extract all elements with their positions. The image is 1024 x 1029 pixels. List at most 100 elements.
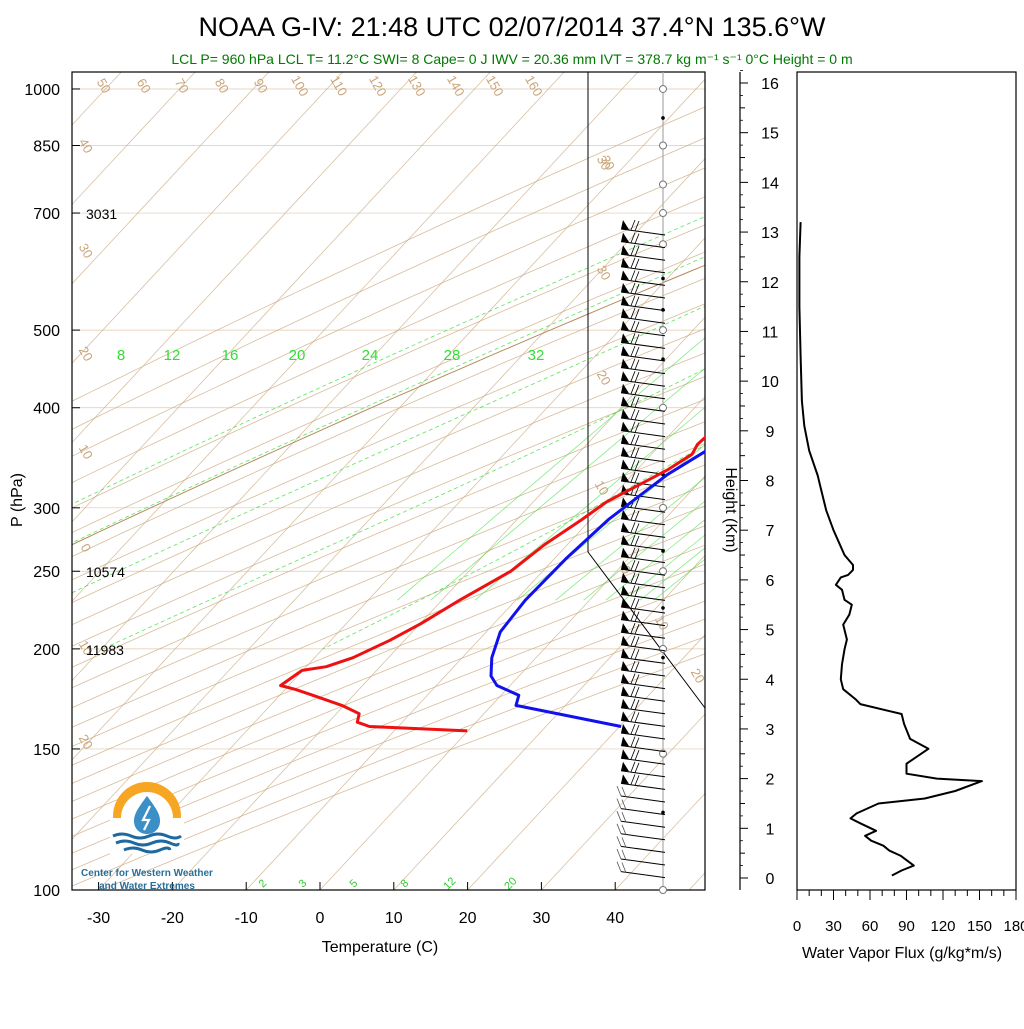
isotherm-line	[0, 72, 343, 890]
wind-barb-staff	[621, 544, 665, 550]
wind-barb-staff	[621, 783, 665, 789]
wind-barb-feather	[635, 234, 639, 244]
wind-barb-staff	[621, 405, 665, 411]
isotherm-label: 100	[288, 73, 312, 99]
wind-barb-staff	[621, 758, 665, 764]
mixing-ratio-label: 8	[117, 347, 125, 364]
wind-barb-staff	[621, 531, 665, 537]
wind-barb-feather	[631, 258, 635, 268]
dry-adiabat-line	[0, 72, 1024, 890]
wind-barb-feather	[635, 599, 639, 609]
height-tick-label: 10	[761, 374, 779, 391]
wind-level-dot	[661, 656, 665, 660]
wind-barb-feather	[635, 473, 639, 483]
wind-barb-feather	[635, 385, 639, 395]
wind-barb-feather	[631, 699, 635, 709]
wind-barb-staff	[621, 632, 665, 638]
height-tick-label: 3	[766, 722, 775, 739]
wind-barb-feather	[631, 245, 635, 255]
height-tick-label: 9	[766, 424, 775, 441]
wind-barb-feather	[631, 711, 635, 721]
y-tick-label: 500	[33, 323, 60, 340]
dry-adiabat-line	[0, 72, 936, 890]
isotherm-line	[0, 72, 638, 890]
wind-barb-feather	[635, 297, 639, 307]
wind-barb-staff	[621, 330, 665, 336]
wind-barb-staff	[621, 657, 665, 663]
isotherm-line	[541, 72, 1024, 890]
chart-title: NOAA G-IV: 21:48 UTC 02/07/2014 37.4°N 1…	[199, 12, 826, 42]
wind-barb-staff	[621, 267, 665, 273]
wind-barb-feather	[617, 824, 621, 834]
wind-barb-flag	[621, 472, 629, 482]
wind-barb-flag	[621, 762, 629, 772]
wind-barb-feather	[622, 812, 626, 822]
dry-adiabat-line	[63, 72, 1024, 890]
wind-barb-flag	[621, 535, 629, 545]
wind-level-circle	[660, 568, 667, 575]
wind-barb-staff	[621, 519, 665, 525]
wind-barb-feather	[635, 712, 639, 722]
height-tick-label: 14	[761, 175, 779, 192]
parcel-trace-line	[0, 89, 1024, 827]
isotherm-label: 30	[76, 241, 96, 261]
isotherm-label: 50	[94, 76, 114, 96]
wind-barb-flag	[621, 749, 629, 759]
wind-barb-staff	[621, 368, 665, 374]
wind-level-circle	[660, 142, 667, 149]
wind-barb-flag	[621, 522, 629, 532]
flux-tick-label: 30	[825, 918, 842, 935]
dry-adiabat-line	[0, 72, 1024, 890]
height-tick-label: 4	[766, 672, 775, 689]
isotherm-label: 10	[652, 613, 672, 633]
isotherm-label: 10	[76, 442, 96, 462]
dry-adiabat-line	[0, 72, 1024, 890]
wind-barb-feather	[635, 725, 639, 735]
wind-barb-flag	[621, 245, 629, 255]
isotherm-label: 90	[251, 76, 271, 96]
wind-barb-flag	[621, 409, 629, 419]
isotherm-label: 110	[327, 73, 350, 98]
dry-adiabat-line	[0, 72, 1024, 890]
wind-barb-staff	[621, 771, 665, 777]
wind-barb-feather	[631, 283, 635, 293]
wind-level-circle	[660, 210, 667, 217]
height-tick-label: 12	[761, 275, 779, 292]
height-tick-label: 2	[766, 772, 775, 789]
wind-barb-feather	[631, 220, 635, 230]
wind-barb-feather	[635, 259, 639, 269]
dry-adiabat-line	[0, 72, 1024, 890]
wind-level-circle	[660, 181, 667, 188]
mixing-ratio-line	[606, 72, 1024, 600]
isotherm-label: 130	[405, 73, 429, 99]
isotherm-label: 80	[212, 76, 232, 96]
wind-barb-staff	[621, 582, 665, 588]
wind-barb-staff	[621, 229, 665, 235]
isotherm-label: 120	[366, 73, 390, 99]
height-annotation: 10574	[86, 564, 125, 580]
mixing-ratio-label: 32	[528, 347, 545, 364]
dry-adiabat-line	[0, 72, 1024, 890]
wind-barb-feather	[631, 522, 635, 532]
wind-level-circle	[660, 85, 667, 92]
mixing-ratio-label: 12	[164, 347, 181, 364]
height-tick-label: 16	[761, 76, 779, 93]
wind-barb-staff	[621, 796, 665, 802]
height-annotation: 3031	[86, 206, 117, 222]
wind-barb-feather	[635, 397, 639, 407]
y-axis-label: P (hPa)	[9, 473, 26, 527]
isotherm-line	[0, 72, 564, 890]
wind-barb-feather	[635, 612, 639, 622]
flux-x-axis-label: Water Vapor Flux (g/kg*m/s)	[802, 945, 1002, 962]
isotherm-label: 160	[522, 73, 546, 99]
wind-barb-feather	[635, 687, 639, 697]
wind-barb-feather	[631, 674, 635, 684]
x-tick-label: 30	[533, 910, 551, 927]
wind-barb-flag	[621, 447, 629, 457]
wind-barb-flag	[621, 623, 629, 633]
mixing-ratio-label: 28	[444, 347, 461, 364]
cw3e-logo: Center for Western Weather and Water Ext…	[81, 782, 213, 892]
